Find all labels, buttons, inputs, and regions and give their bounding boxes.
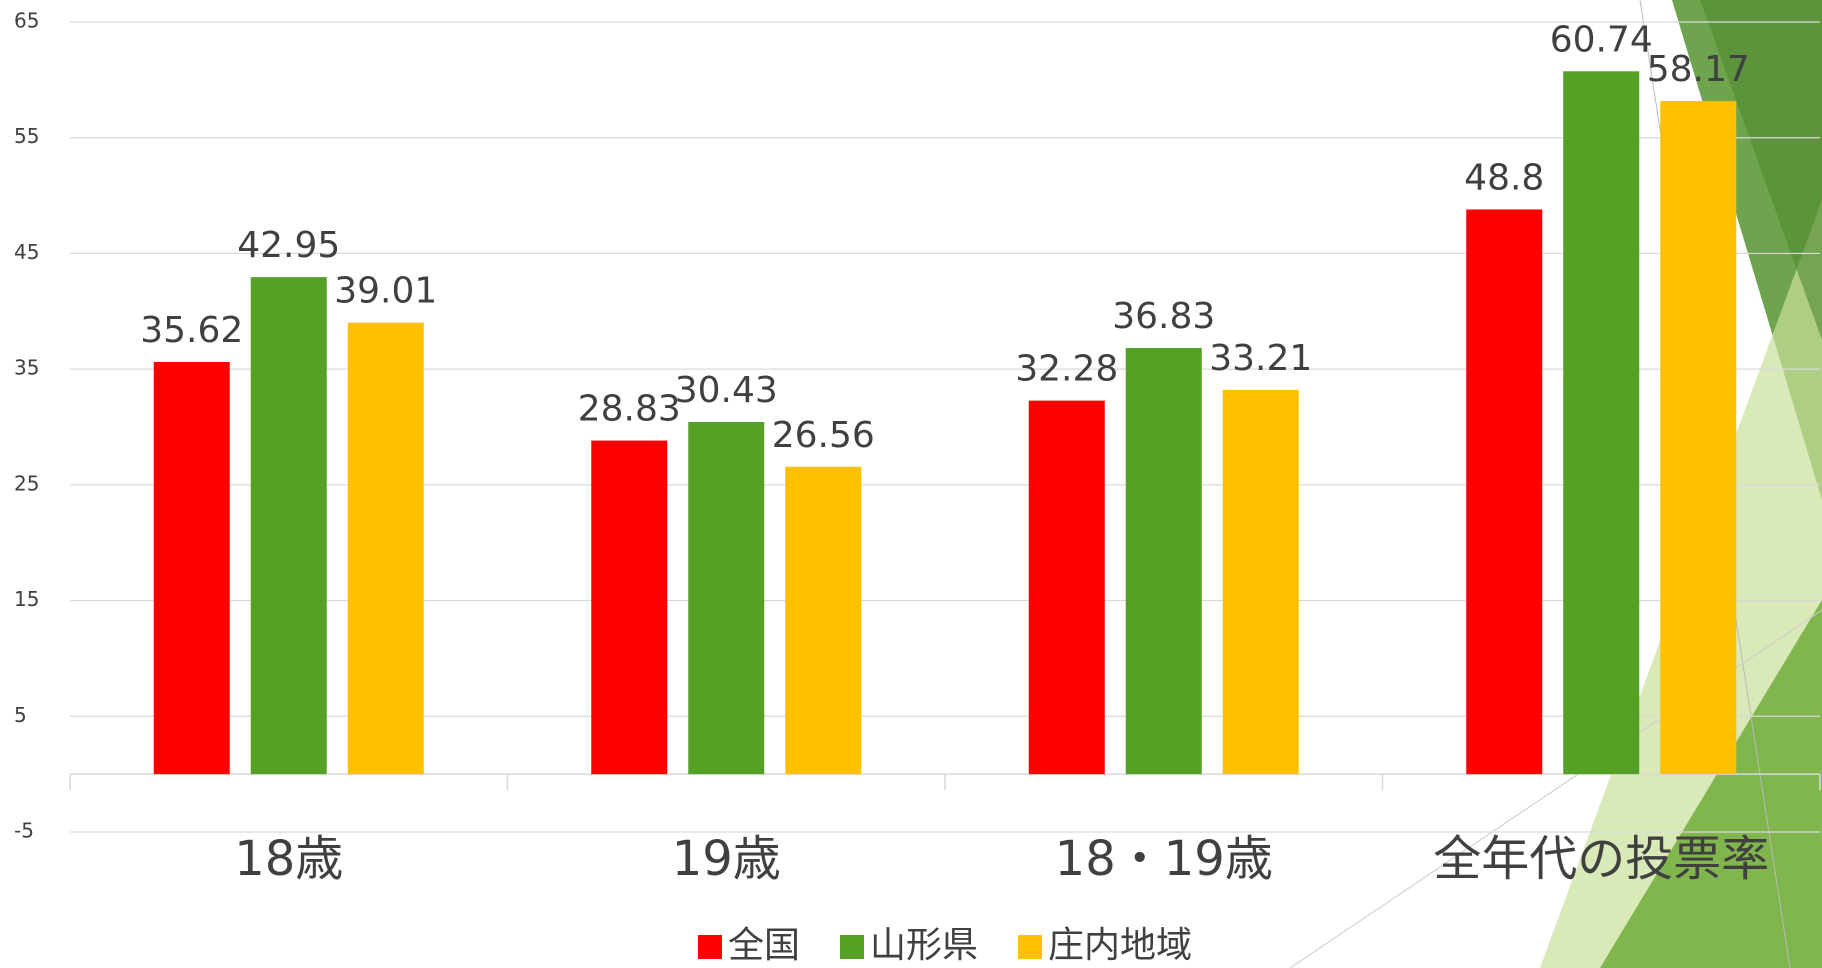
legend-swatch (698, 935, 722, 959)
legend-label: 庄内地域 (1048, 925, 1192, 966)
y-tick-label: -5 (14, 819, 34, 843)
data-label: 30.43 (675, 370, 778, 411)
bar (785, 467, 861, 774)
legend-label: 山形県 (870, 925, 978, 966)
data-label: 26.56 (772, 415, 875, 456)
bar (1563, 71, 1639, 774)
legend-label: 全国 (728, 925, 800, 966)
bar (1660, 101, 1736, 774)
y-tick-label: 5 (14, 703, 27, 727)
data-label: 60.74 (1550, 19, 1653, 60)
y-tick-label: 65 (14, 9, 39, 33)
data-label: 39.01 (334, 271, 437, 312)
data-label: 28.83 (578, 389, 681, 430)
bar (688, 422, 764, 774)
chart: -5 5 15 25 35 45 55 65 35.62 42.95 39.01 28.8330.4… (0, 0, 1822, 968)
data-label: 35.62 (140, 310, 243, 351)
x-tick-label: 18歳 (234, 831, 343, 887)
legend-swatch (1018, 935, 1042, 959)
data-label: 36.83 (1112, 296, 1215, 337)
bar (251, 277, 327, 774)
bar (154, 362, 230, 774)
y-tick-label: 55 (14, 124, 39, 148)
background-decoration (1290, 0, 1822, 968)
bar (1223, 390, 1299, 774)
bar (1466, 209, 1542, 774)
y-tick-label: 45 (14, 240, 39, 264)
x-tick-label: 19歳 (672, 831, 781, 887)
data-label: 48.8 (1464, 157, 1544, 198)
data-label: 33.21 (1209, 338, 1312, 379)
bar (1029, 401, 1105, 775)
data-label: 42.95 (237, 225, 340, 266)
bar (1126, 348, 1202, 774)
x-tick-label: 18・19歳 (1055, 831, 1273, 887)
data-label: 58.17 (1647, 49, 1750, 90)
legend-swatch (840, 935, 864, 959)
bar (591, 441, 667, 775)
y-tick-label: 25 (14, 471, 39, 495)
x-tick-label: 全年代の投票率 (1433, 831, 1769, 887)
y-tick-label: 35 (14, 356, 39, 380)
bar (348, 323, 424, 774)
y-tick-label: 15 (14, 587, 39, 611)
data-label: 32.28 (1015, 349, 1118, 390)
